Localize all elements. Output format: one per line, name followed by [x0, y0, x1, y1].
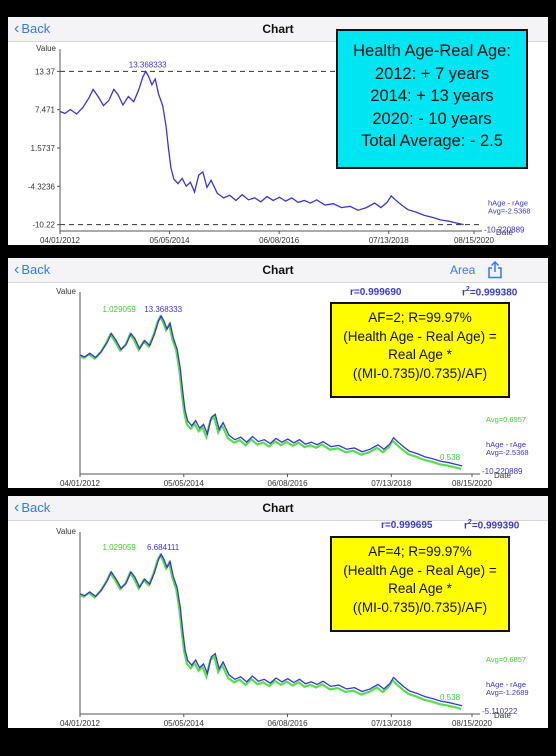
r-squared-value: r2=0.999390	[464, 519, 519, 531]
line-chart[interactable]: Value Date 04/01/2012 05/05/2014 06/08/2016 0…	[8, 522, 548, 728]
y-axis-label: Value	[56, 287, 76, 296]
max-value-label: 13.368333	[129, 60, 167, 69]
r-squared-exponent: 2	[467, 519, 472, 526]
legend-text: hAge - rAge	[486, 440, 526, 449]
x-tick-label: 04/01/2012	[40, 236, 81, 245]
x-tick-label: 06/08/2016	[268, 719, 309, 728]
back-button[interactable]: ‹ Back	[14, 498, 51, 516]
annotation-line: ((MI-0.735)/0.735)/AF)	[352, 599, 488, 615]
annotation-line: AF=4; R=99.97%	[368, 544, 472, 559]
max-value-label: 13.368333	[144, 305, 182, 314]
legend-avg: Avg=-1.2689	[486, 688, 529, 697]
y-tick-label: -10.22	[32, 221, 55, 230]
series-line-blue	[79, 314, 463, 467]
r-squared-number: =0.999380	[469, 287, 518, 299]
y-tick-label: -4.3236	[28, 182, 56, 191]
annotation-box: Health Age-Real Age: 2012: + 7 years 201…	[336, 29, 528, 169]
back-button[interactable]: ‹ Back	[14, 260, 51, 278]
x-tick-label: 08/15/2020	[452, 719, 493, 728]
home-indicator	[210, 490, 346, 494]
area-button[interactable]: Area	[450, 263, 476, 277]
y-axis-label: Value	[36, 44, 56, 53]
x-tick-label: 07/13/2018	[369, 236, 410, 245]
r-squared-number: =0.999390	[471, 520, 520, 532]
x-tick-label: 07/13/2018	[371, 719, 412, 728]
annotation-line: 2014: + 13 years	[370, 87, 494, 105]
series-line-blue	[59, 70, 464, 226]
annotation-line: (Health Age - Real Age) =	[343, 328, 497, 344]
annotation-line: 2012: + 7 years	[374, 64, 490, 83]
x-tick-label: 05/05/2014	[164, 479, 205, 488]
navigation-bar: ‹ Back Chart	[8, 496, 548, 521]
x-axis-label: Date	[494, 711, 511, 720]
legend-avg: Avg=-2.5368	[486, 448, 529, 457]
y-axis-label: Value	[56, 527, 76, 536]
min-value-label: -10.220889	[482, 467, 523, 476]
y-tick-label: 7.471	[35, 106, 56, 115]
annotation-line: 2020: - 10 years	[372, 109, 492, 128]
chart-panel-2: ‹ Back Chart Area r=0.999690 r2=0.999380…	[8, 258, 548, 488]
r-value: r=0.999695	[381, 520, 433, 531]
x-axis-label: Date	[494, 471, 511, 480]
green-min-label: 0.538	[440, 693, 461, 702]
green-avg-label: Avg=0.6857	[486, 655, 526, 664]
x-tick-label: 07/13/2018	[371, 479, 412, 488]
annotation-line: (Health Age - Real Age) =	[343, 562, 497, 578]
back-label: Back	[21, 500, 51, 515]
back-button[interactable]: ‹ Back	[14, 19, 51, 37]
home-indicator	[210, 248, 346, 252]
r-value: r=0.999690	[350, 287, 402, 298]
min-value-label: -5.110222	[482, 707, 518, 716]
chart-panel-3: ‹ Back Chart r=0.999695 r2=0.999390 Valu…	[8, 496, 548, 728]
chart-panel-1: ‹ Back Chart Value Date 04/01/2012 05/05/20…	[8, 17, 548, 245]
max-value-label: 6.684111	[147, 543, 180, 552]
navigation-bar: ‹ Back Chart Area	[8, 258, 548, 283]
x-tick-label: 05/05/2014	[164, 719, 205, 728]
share-icon[interactable]	[487, 261, 503, 279]
annotation-line: Real Age *	[388, 347, 452, 362]
r-squared-label: r	[462, 287, 466, 299]
annotation-box: AF=2; R=99.97% (Health Age - Real Age) =…	[330, 302, 510, 398]
x-axis-label: Date	[496, 228, 513, 237]
min-value-label: -10.220889	[484, 226, 525, 235]
x-tick-label: 06/08/2016	[259, 236, 300, 245]
chevron-left-icon: ‹	[14, 498, 20, 516]
annotation-line: Total Average: - 2.5	[361, 132, 503, 150]
x-tick-label: 08/15/2020	[454, 236, 495, 245]
x-tick-label: 04/01/2012	[60, 719, 101, 728]
annotation-line: Health Age-Real Age:	[353, 42, 511, 60]
line-chart[interactable]: Value Date 04/01/2012 05/05/2014 06/08/2016 0…	[8, 284, 548, 488]
home-indicator	[210, 732, 346, 736]
series-line-green	[78, 552, 462, 710]
x-tick-label: 04/01/2012	[60, 479, 101, 488]
back-label: Back	[21, 262, 51, 277]
x-tick-label: 06/08/2016	[268, 479, 309, 488]
chevron-left-icon: ‹	[14, 260, 20, 278]
page-title: Chart	[262, 501, 294, 515]
line-chart[interactable]: Value Date 04/01/2012 05/05/2014 06/08/2016 0…	[8, 43, 548, 245]
green-avg-label: Avg=0.6957	[486, 415, 526, 424]
series-line-green	[78, 314, 462, 470]
r-squared-label: r	[464, 520, 468, 532]
legend-text: hAge - rAge	[486, 680, 526, 689]
annotation-line: AF=2; R=99.97%	[368, 310, 472, 325]
x-tick-label: 05/05/2014	[150, 236, 191, 245]
r-squared-value: r2=0.999380	[462, 286, 517, 298]
y-tick-label: 1.5737	[31, 144, 56, 153]
green-max-label: 1.029059	[103, 305, 137, 314]
x-tick-label: 08/15/2020	[452, 479, 493, 488]
back-label: Back	[21, 21, 51, 36]
chevron-left-icon: ‹	[14, 19, 20, 37]
y-tick-label: 13.37	[35, 67, 56, 76]
legend-text: hAge - rAge	[488, 199, 528, 208]
series-line-blue	[79, 552, 463, 707]
green-max-label: 1.029059	[103, 543, 137, 552]
annotation-box: AF=4; R=99.97% (Health Age - Real Age) =…	[330, 536, 510, 632]
legend-avg: Avg=-2.5368	[488, 207, 531, 216]
annotation-line: ((MI-0.735)/0.735)/AF)	[352, 365, 488, 381]
annotation-line: Real Age *	[388, 581, 452, 596]
green-min-label: 0.538	[440, 453, 461, 462]
r-squared-exponent: 2	[465, 286, 470, 293]
